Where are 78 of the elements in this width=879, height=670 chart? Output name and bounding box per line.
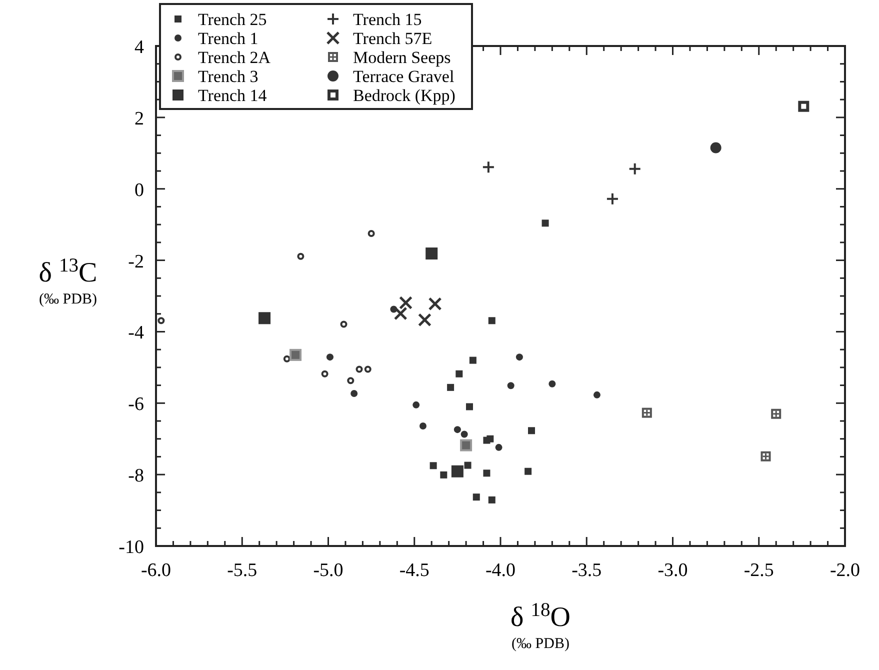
- point: [447, 384, 454, 391]
- point: [451, 465, 464, 478]
- point: [290, 348, 302, 361]
- point: [710, 142, 722, 154]
- legend-label: Trench 14: [198, 86, 268, 105]
- point: [798, 100, 810, 112]
- point: [488, 496, 496, 504]
- y-tick-label: 2: [134, 108, 144, 130]
- point: [593, 391, 600, 398]
- point: [347, 377, 354, 384]
- point: [283, 355, 290, 362]
- point: [368, 230, 375, 237]
- y-tick-label: 4: [134, 37, 144, 58]
- point: [412, 401, 420, 408]
- point: [419, 422, 426, 430]
- y-tick-label: -6: [128, 394, 144, 416]
- legend-label: Trench 2A: [198, 48, 272, 67]
- point: [628, 162, 642, 176]
- point: [606, 192, 619, 206]
- point: [472, 494, 480, 501]
- point: [495, 444, 502, 451]
- x-tick-label: -4.5: [399, 560, 430, 581]
- point: [356, 366, 363, 373]
- y-tick-label: -4: [128, 322, 144, 344]
- point: [483, 470, 490, 477]
- legend-label: Modern Seeps: [353, 48, 451, 67]
- point: [460, 439, 472, 452]
- legend-label: Bedrock (Kpp): [353, 86, 456, 105]
- point: [440, 471, 448, 478]
- point: [486, 435, 494, 442]
- point: [297, 252, 304, 260]
- point: [158, 317, 165, 324]
- point: [466, 403, 473, 410]
- point: [516, 354, 523, 361]
- point: [469, 356, 476, 364]
- point: [528, 427, 536, 434]
- x-axis-title: δ $^{18}$O (‰ PDB): [510, 600, 571, 652]
- legend-label: Terrace Gravel: [353, 67, 454, 86]
- legend-label: Trench 3: [198, 67, 258, 86]
- point: [418, 313, 432, 327]
- point: [548, 380, 556, 388]
- x-tick-label: -3.0: [658, 560, 688, 581]
- x-tick-label: -5.5: [227, 560, 258, 581]
- point: [456, 370, 463, 378]
- point: [426, 248, 438, 260]
- legend-label: Trench 15: [353, 10, 422, 29]
- point: [507, 382, 514, 390]
- point: [326, 354, 334, 361]
- y-tick-label: -8: [128, 466, 144, 487]
- point: [454, 426, 461, 434]
- x-tick-label: -4.0: [485, 560, 516, 581]
- y-tick-label: -2: [128, 251, 144, 272]
- point: [364, 366, 372, 373]
- point: [460, 430, 468, 438]
- y-tick-label: -10: [118, 537, 144, 558]
- y-axis-title: δ $^{13}$C (‰ PDB): [38, 255, 98, 308]
- point: [430, 462, 437, 470]
- point: [258, 312, 271, 324]
- point: [482, 160, 495, 174]
- x-tick-label: -6.0: [140, 560, 172, 581]
- point: [428, 297, 442, 311]
- legend-label: Trench 1: [198, 29, 258, 48]
- x-tick-label: -2.5: [744, 560, 774, 581]
- point: [340, 320, 348, 328]
- x-tick-label: -5.0: [313, 560, 344, 581]
- legend-label: Trench 25: [198, 10, 267, 29]
- point: [394, 306, 408, 320]
- legend-label: Trench 57E: [353, 29, 432, 48]
- x-tick-label: -3.5: [572, 560, 602, 581]
- point: [542, 220, 549, 227]
- point: [524, 468, 532, 475]
- y-tick-label: 0: [134, 180, 144, 201]
- point: [399, 296, 413, 310]
- point: [488, 317, 496, 324]
- point: [350, 390, 358, 397]
- x-tick-label: -2.0: [830, 560, 860, 581]
- point: [464, 462, 472, 469]
- point: [321, 370, 328, 378]
